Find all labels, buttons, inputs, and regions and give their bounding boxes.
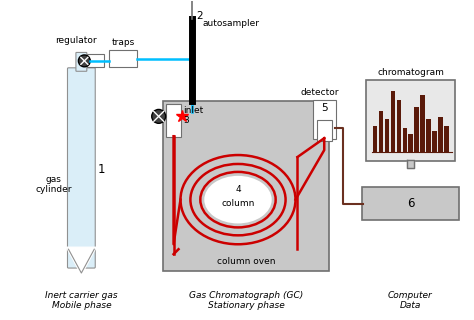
Bar [391, 91, 395, 152]
FancyBboxPatch shape [76, 52, 87, 71]
Text: column oven: column oven [217, 257, 275, 266]
Bar [426, 119, 431, 152]
Text: chromatogram: chromatogram [377, 68, 444, 77]
FancyBboxPatch shape [163, 100, 329, 271]
Polygon shape [66, 247, 96, 275]
FancyBboxPatch shape [363, 187, 458, 220]
Text: 3: 3 [183, 116, 189, 125]
Bar [379, 111, 383, 152]
Bar [444, 126, 449, 152]
Text: regulator: regulator [55, 36, 97, 45]
Ellipse shape [204, 176, 272, 223]
FancyBboxPatch shape [317, 120, 332, 141]
Text: 4: 4 [235, 185, 241, 194]
Text: Gas Chromatograph (GC)
Stationary phase: Gas Chromatograph (GC) Stationary phase [189, 291, 303, 310]
Text: 2: 2 [196, 11, 203, 21]
Circle shape [78, 55, 90, 67]
Text: 5: 5 [321, 103, 328, 114]
Bar [385, 119, 389, 152]
Bar [397, 100, 401, 152]
Bar [432, 131, 437, 152]
Text: Computer
Data: Computer Data [388, 291, 433, 310]
Bar [438, 116, 443, 152]
FancyBboxPatch shape [166, 104, 181, 137]
Bar [373, 126, 377, 152]
Bar [409, 134, 413, 152]
Text: traps: traps [111, 38, 135, 47]
Text: detector: detector [300, 88, 338, 97]
Bar [420, 95, 425, 152]
Bar [402, 128, 407, 152]
Text: gas
cylinder: gas cylinder [36, 175, 72, 195]
Text: inlet: inlet [183, 107, 204, 116]
FancyBboxPatch shape [67, 68, 95, 268]
FancyBboxPatch shape [366, 80, 455, 161]
FancyBboxPatch shape [109, 51, 137, 67]
FancyBboxPatch shape [87, 54, 104, 67]
Bar [414, 107, 419, 152]
Text: column: column [221, 199, 255, 208]
FancyBboxPatch shape [313, 100, 336, 139]
Text: 6: 6 [407, 197, 414, 210]
Text: Inert carrier gas
Mobile phase: Inert carrier gas Mobile phase [45, 291, 118, 310]
Text: 1: 1 [98, 164, 105, 176]
Circle shape [152, 109, 165, 123]
Text: autosampler: autosampler [202, 19, 259, 28]
